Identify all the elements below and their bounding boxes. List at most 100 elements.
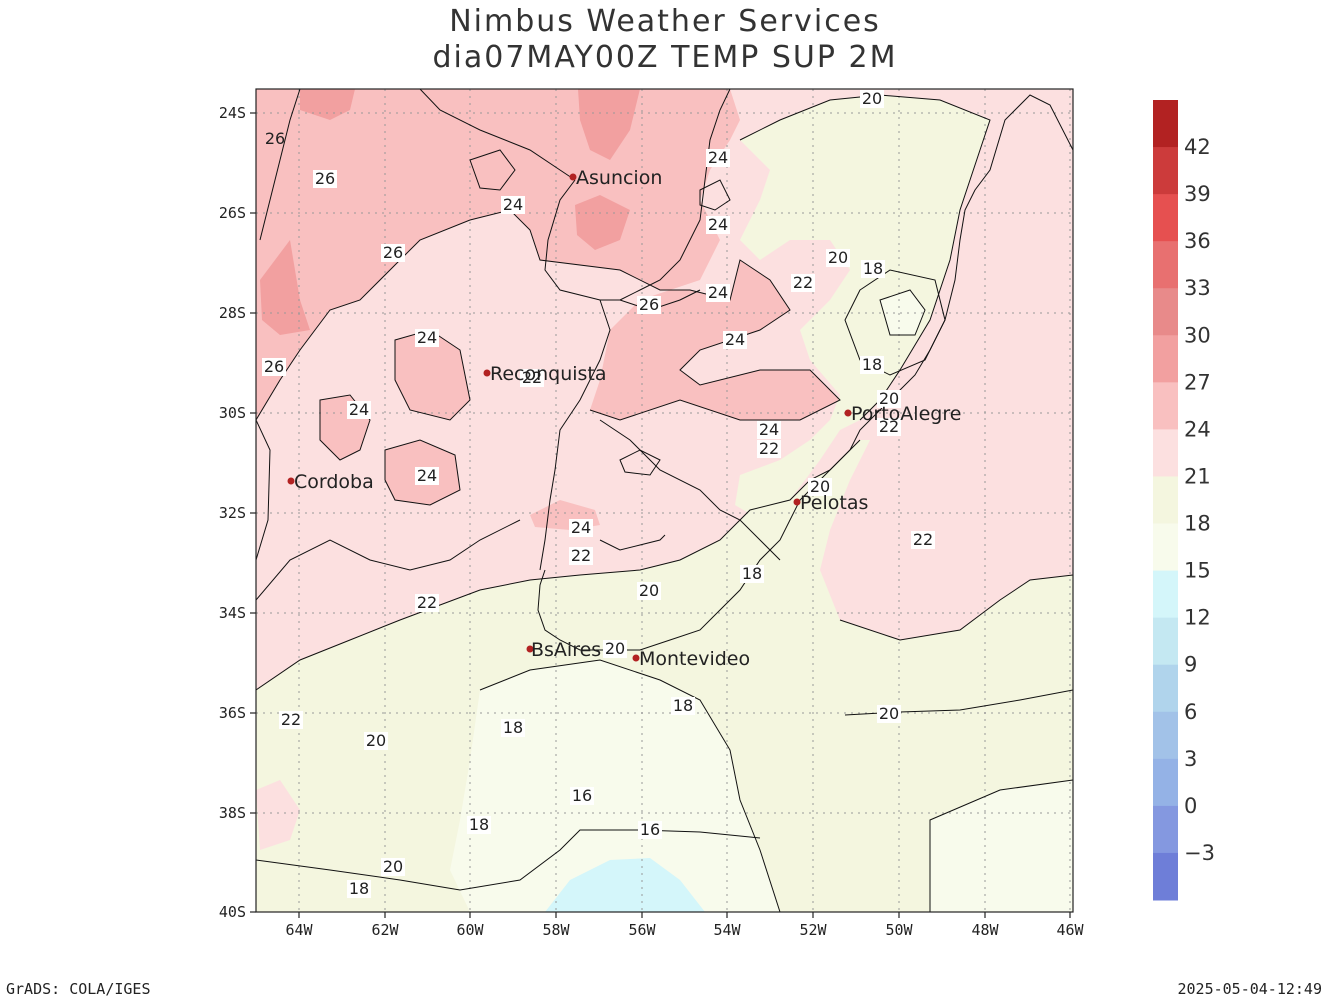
- colorbar-swatch: [1153, 335, 1178, 383]
- contour-label: 24: [706, 148, 730, 167]
- lon-label: 60W: [456, 921, 484, 939]
- colorbar-label: 21: [1184, 464, 1211, 488]
- lon-label: 56W: [628, 921, 656, 939]
- svg-text:26: 26: [265, 129, 285, 148]
- colorbar-swatch: [1153, 429, 1178, 477]
- colorbar-swatch: [1153, 241, 1178, 289]
- svg-text:24: 24: [708, 283, 728, 302]
- svg-text:BsAires: BsAires: [531, 639, 601, 661]
- field-27-30-d: [575, 195, 630, 250]
- svg-text:22: 22: [879, 417, 899, 436]
- colorbar-swatch: [1153, 758, 1178, 807]
- contour-label: 20: [860, 89, 884, 108]
- contour-label: 20: [637, 581, 661, 600]
- lon-label: 54W: [713, 921, 741, 939]
- contour-label: 18: [467, 815, 491, 834]
- contour-label: 24: [415, 328, 439, 347]
- colorbar-swatch: [1153, 476, 1178, 525]
- city-cordoba: Cordoba: [287, 471, 374, 493]
- svg-text:24: 24: [417, 466, 437, 485]
- colorbar-label: −3: [1184, 841, 1215, 865]
- svg-text:20: 20: [605, 639, 625, 658]
- lon-label: 64W: [285, 921, 313, 939]
- lat-label: 32S: [219, 504, 246, 522]
- field-15-18-southeast: [930, 780, 1073, 912]
- colorbar-label: 33: [1184, 276, 1211, 300]
- svg-text:22: 22: [759, 439, 779, 458]
- svg-text:20: 20: [879, 704, 899, 723]
- field-27-30-b: [578, 89, 640, 160]
- grid: [256, 89, 1073, 912]
- contour-label: 16: [570, 786, 594, 805]
- colorbar-label: 18: [1184, 512, 1211, 536]
- svg-text:26: 26: [315, 169, 335, 188]
- lat-label: 36S: [219, 704, 246, 722]
- contour-value-labels: 20 26 24 24 24 26 26 24 20 18 22 24 26 2…: [0, 0, 935, 898]
- contour-label: 26: [262, 357, 286, 376]
- field-24-27-north: [256, 89, 840, 420]
- lat-label: 28S: [219, 304, 246, 322]
- colorbar-swatch: [1153, 100, 1178, 148]
- map-subtitle: dia07MAY00Z TEMP SUP 2M: [432, 40, 898, 75]
- lon-label: 58W: [542, 921, 570, 939]
- axis-ticks: [250, 112, 1071, 918]
- contour-label: 22: [415, 593, 439, 612]
- contour-label: 20: [826, 248, 850, 267]
- svg-text:26: 26: [264, 357, 284, 376]
- svg-text:20: 20: [828, 248, 848, 267]
- svg-text:16: 16: [572, 786, 592, 805]
- svg-text:18: 18: [742, 564, 762, 583]
- svg-text:24: 24: [725, 330, 745, 349]
- svg-text:20: 20: [639, 581, 659, 600]
- svg-text:20: 20: [862, 89, 882, 108]
- svg-text:24: 24: [503, 195, 523, 214]
- lat-label: 38S: [219, 804, 246, 822]
- contour-label: 20: [381, 857, 405, 876]
- svg-text:18: 18: [503, 718, 523, 737]
- colorbar-swatch: [1153, 570, 1178, 619]
- contour-label: 22: [791, 273, 815, 292]
- svg-text:20: 20: [366, 731, 386, 750]
- city-bsaires: BsAires: [526, 639, 601, 661]
- footer-timestamp: 2025-05-04-12:49: [1177, 980, 1323, 998]
- svg-text:24: 24: [571, 518, 591, 537]
- svg-text:16: 16: [640, 820, 660, 839]
- contour-label: 20: [877, 389, 901, 408]
- plot-frame: [255, 88, 1074, 913]
- contour-label: 24: [706, 283, 730, 302]
- svg-text:22: 22: [417, 593, 437, 612]
- field-15-18-south: [450, 660, 780, 912]
- colorbar-label: 9: [1184, 653, 1197, 677]
- svg-text:Pelotas: Pelotas: [800, 492, 868, 514]
- lon-label: 50W: [885, 921, 913, 939]
- colorbar-label: 27: [1184, 370, 1211, 394]
- svg-text:22: 22: [522, 368, 542, 387]
- svg-text:22: 22: [571, 546, 591, 565]
- contour-label: 20: [603, 639, 627, 658]
- colorbar-swatch: [1153, 852, 1178, 901]
- contour-label: 22: [279, 710, 303, 729]
- colorbar-label: 39: [1184, 182, 1211, 206]
- colorbar-swatch: [1153, 711, 1178, 760]
- contour-label: 24: [0, 0, 20, 4]
- footer-credit: GrADS: COLA/IGES: [6, 980, 151, 998]
- svg-text:24: 24: [417, 328, 437, 347]
- lon-label: 62W: [371, 921, 399, 939]
- colorbar-label: 12: [1184, 606, 1211, 630]
- contour-label: 16: [638, 820, 662, 839]
- contour-label: 20: [808, 477, 832, 496]
- colorbar-swatch: [1153, 664, 1178, 713]
- colorbar-label: 24: [1184, 417, 1211, 441]
- svg-text:Asuncion: Asuncion: [576, 167, 662, 189]
- field-12-15: [545, 858, 705, 912]
- colorbar-label: 42: [1184, 135, 1211, 159]
- svg-text:22: 22: [793, 273, 813, 292]
- coastlines: [419, 89, 1073, 651]
- contour-label: 22: [911, 530, 935, 549]
- contour-label: 24: [501, 195, 525, 214]
- field-27-30-a: [300, 89, 355, 120]
- contour-label: 24: [757, 420, 781, 439]
- contour-label: 18: [671, 696, 695, 715]
- shaded-field: [256, 89, 1073, 912]
- lat-label: 40S: [219, 903, 246, 921]
